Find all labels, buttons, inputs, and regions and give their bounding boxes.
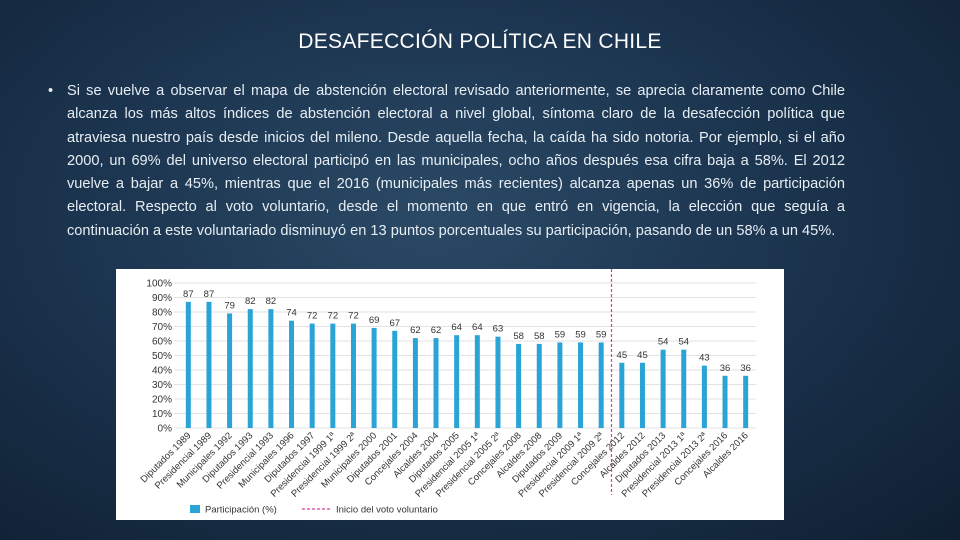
legend-swatch-participation bbox=[190, 505, 200, 513]
data-label: 58 bbox=[513, 331, 524, 342]
y-tick-label: 70% bbox=[152, 322, 172, 333]
bullet-point: • Si se vuelve a observar el mapa de abs… bbox=[48, 80, 845, 243]
bar bbox=[392, 330, 398, 428]
data-label: 45 bbox=[617, 350, 628, 361]
bar bbox=[701, 365, 707, 428]
data-label: 36 bbox=[740, 363, 751, 374]
bar bbox=[557, 342, 563, 428]
data-label: 82 bbox=[266, 296, 277, 307]
bar bbox=[454, 335, 460, 428]
bar bbox=[206, 301, 212, 428]
bar bbox=[227, 313, 233, 428]
y-tick-label: 90% bbox=[152, 293, 172, 304]
bar bbox=[247, 309, 253, 428]
slide-title: DESAFECCIÓN POLÍTICA EN CHILE bbox=[298, 30, 662, 53]
y-tick-label: 100% bbox=[146, 279, 172, 290]
data-label: 62 bbox=[431, 325, 442, 336]
data-label: 59 bbox=[575, 329, 586, 340]
y-tick-label: 10% bbox=[152, 409, 172, 420]
bar bbox=[516, 343, 522, 428]
y-tick-label: 50% bbox=[152, 351, 172, 362]
chart-panel: 0% 10% 20% 30% 40% 50% 60% 70% 80% 90% 100% 87 Diput… bbox=[116, 269, 784, 520]
data-label: 82 bbox=[245, 296, 256, 307]
bar bbox=[660, 349, 666, 428]
bar bbox=[578, 342, 584, 428]
participation-chart: 0%10%20%30%40%50%60%70%80%90%100%87Diput… bbox=[139, 269, 756, 516]
bar bbox=[495, 336, 501, 428]
bar bbox=[722, 375, 728, 428]
data-label: 72 bbox=[307, 311, 318, 322]
data-label: 64 bbox=[472, 322, 483, 333]
legend-label: Inicio del voto voluntario bbox=[336, 505, 438, 516]
bar bbox=[433, 338, 439, 428]
bar bbox=[536, 343, 542, 428]
bar bbox=[371, 327, 377, 428]
data-label: 59 bbox=[555, 329, 566, 340]
bar bbox=[412, 338, 418, 428]
data-label: 59 bbox=[596, 329, 607, 340]
bar bbox=[681, 349, 687, 428]
data-label: 87 bbox=[204, 289, 215, 300]
data-label: 45 bbox=[637, 350, 648, 361]
data-label: 62 bbox=[410, 325, 421, 336]
data-label: 54 bbox=[678, 337, 689, 348]
bar bbox=[598, 342, 604, 428]
data-label: 74 bbox=[286, 308, 297, 319]
bar bbox=[185, 301, 191, 428]
data-label: 64 bbox=[451, 322, 462, 333]
data-label: 58 bbox=[534, 331, 545, 342]
bar bbox=[330, 323, 336, 428]
data-label: 36 bbox=[720, 363, 731, 374]
y-tick-label: 60% bbox=[152, 337, 172, 348]
bar bbox=[639, 362, 645, 428]
data-label: 72 bbox=[328, 311, 339, 322]
y-tick-label: 30% bbox=[152, 380, 172, 391]
bar bbox=[350, 323, 356, 428]
data-label: 43 bbox=[699, 353, 710, 364]
legend-label: Participación (%) bbox=[205, 505, 277, 516]
data-label: 72 bbox=[348, 311, 359, 322]
data-label: 63 bbox=[493, 324, 504, 335]
bar bbox=[743, 375, 749, 428]
bullet-text: Si se vuelve a observar el mapa de abste… bbox=[67, 83, 845, 239]
data-label: 87 bbox=[183, 289, 194, 300]
data-label: 67 bbox=[389, 318, 400, 329]
bar bbox=[289, 320, 295, 428]
bar bbox=[474, 335, 480, 428]
y-tick-label: 40% bbox=[152, 366, 172, 377]
data-label: 79 bbox=[224, 300, 235, 311]
bar bbox=[309, 323, 315, 428]
bar bbox=[619, 362, 625, 428]
y-tick-label: 80% bbox=[152, 308, 172, 319]
bar bbox=[268, 309, 274, 428]
data-label: 69 bbox=[369, 315, 380, 326]
bullet-dot: • bbox=[48, 83, 54, 99]
y-tick-label: 20% bbox=[152, 395, 172, 406]
y-tick-label: 0% bbox=[158, 424, 173, 435]
data-label: 54 bbox=[658, 337, 669, 348]
